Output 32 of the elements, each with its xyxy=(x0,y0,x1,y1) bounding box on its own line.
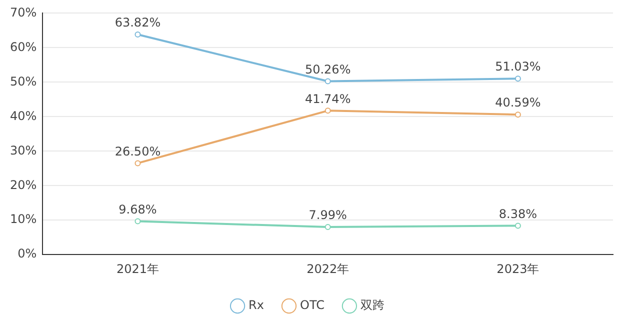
y-tick-label: 70% xyxy=(10,5,37,20)
y-tick-label: 40% xyxy=(10,108,37,123)
x-tick-label: 2023年 xyxy=(496,262,540,276)
data-label: 50.26% xyxy=(304,62,351,76)
data-label: 41.74% xyxy=(304,92,351,106)
point xyxy=(324,224,331,230)
point xyxy=(514,222,521,229)
y-tick-label: 50% xyxy=(10,74,37,88)
x-tick-label: 2021年 xyxy=(116,262,159,276)
point xyxy=(514,76,521,82)
point xyxy=(134,218,141,224)
point xyxy=(514,112,521,118)
data-label: 40.59% xyxy=(495,96,541,110)
y-tick-label: 30% xyxy=(10,143,37,158)
data-label: 63.82% xyxy=(114,16,161,30)
point xyxy=(324,108,331,114)
data-label: 51.03% xyxy=(495,60,541,74)
legend-label: Rx xyxy=(248,298,264,312)
point xyxy=(134,160,141,166)
y-tick-label: 60% xyxy=(10,40,37,54)
point xyxy=(324,78,331,84)
x-tick-label: 2022年 xyxy=(306,262,350,276)
y-tick-label: 0% xyxy=(18,246,37,261)
data-label: 7.99% xyxy=(308,208,347,222)
y-tick-label: 10% xyxy=(10,212,37,226)
data-label: 26.50% xyxy=(114,144,161,158)
legend-label: 双跨 xyxy=(360,298,384,312)
data-label: 8.38% xyxy=(498,206,538,221)
y-tick-label: 20% xyxy=(10,178,37,192)
point xyxy=(134,32,141,38)
legend-label: OTC xyxy=(300,298,324,312)
data-label: 9.68% xyxy=(118,202,157,216)
